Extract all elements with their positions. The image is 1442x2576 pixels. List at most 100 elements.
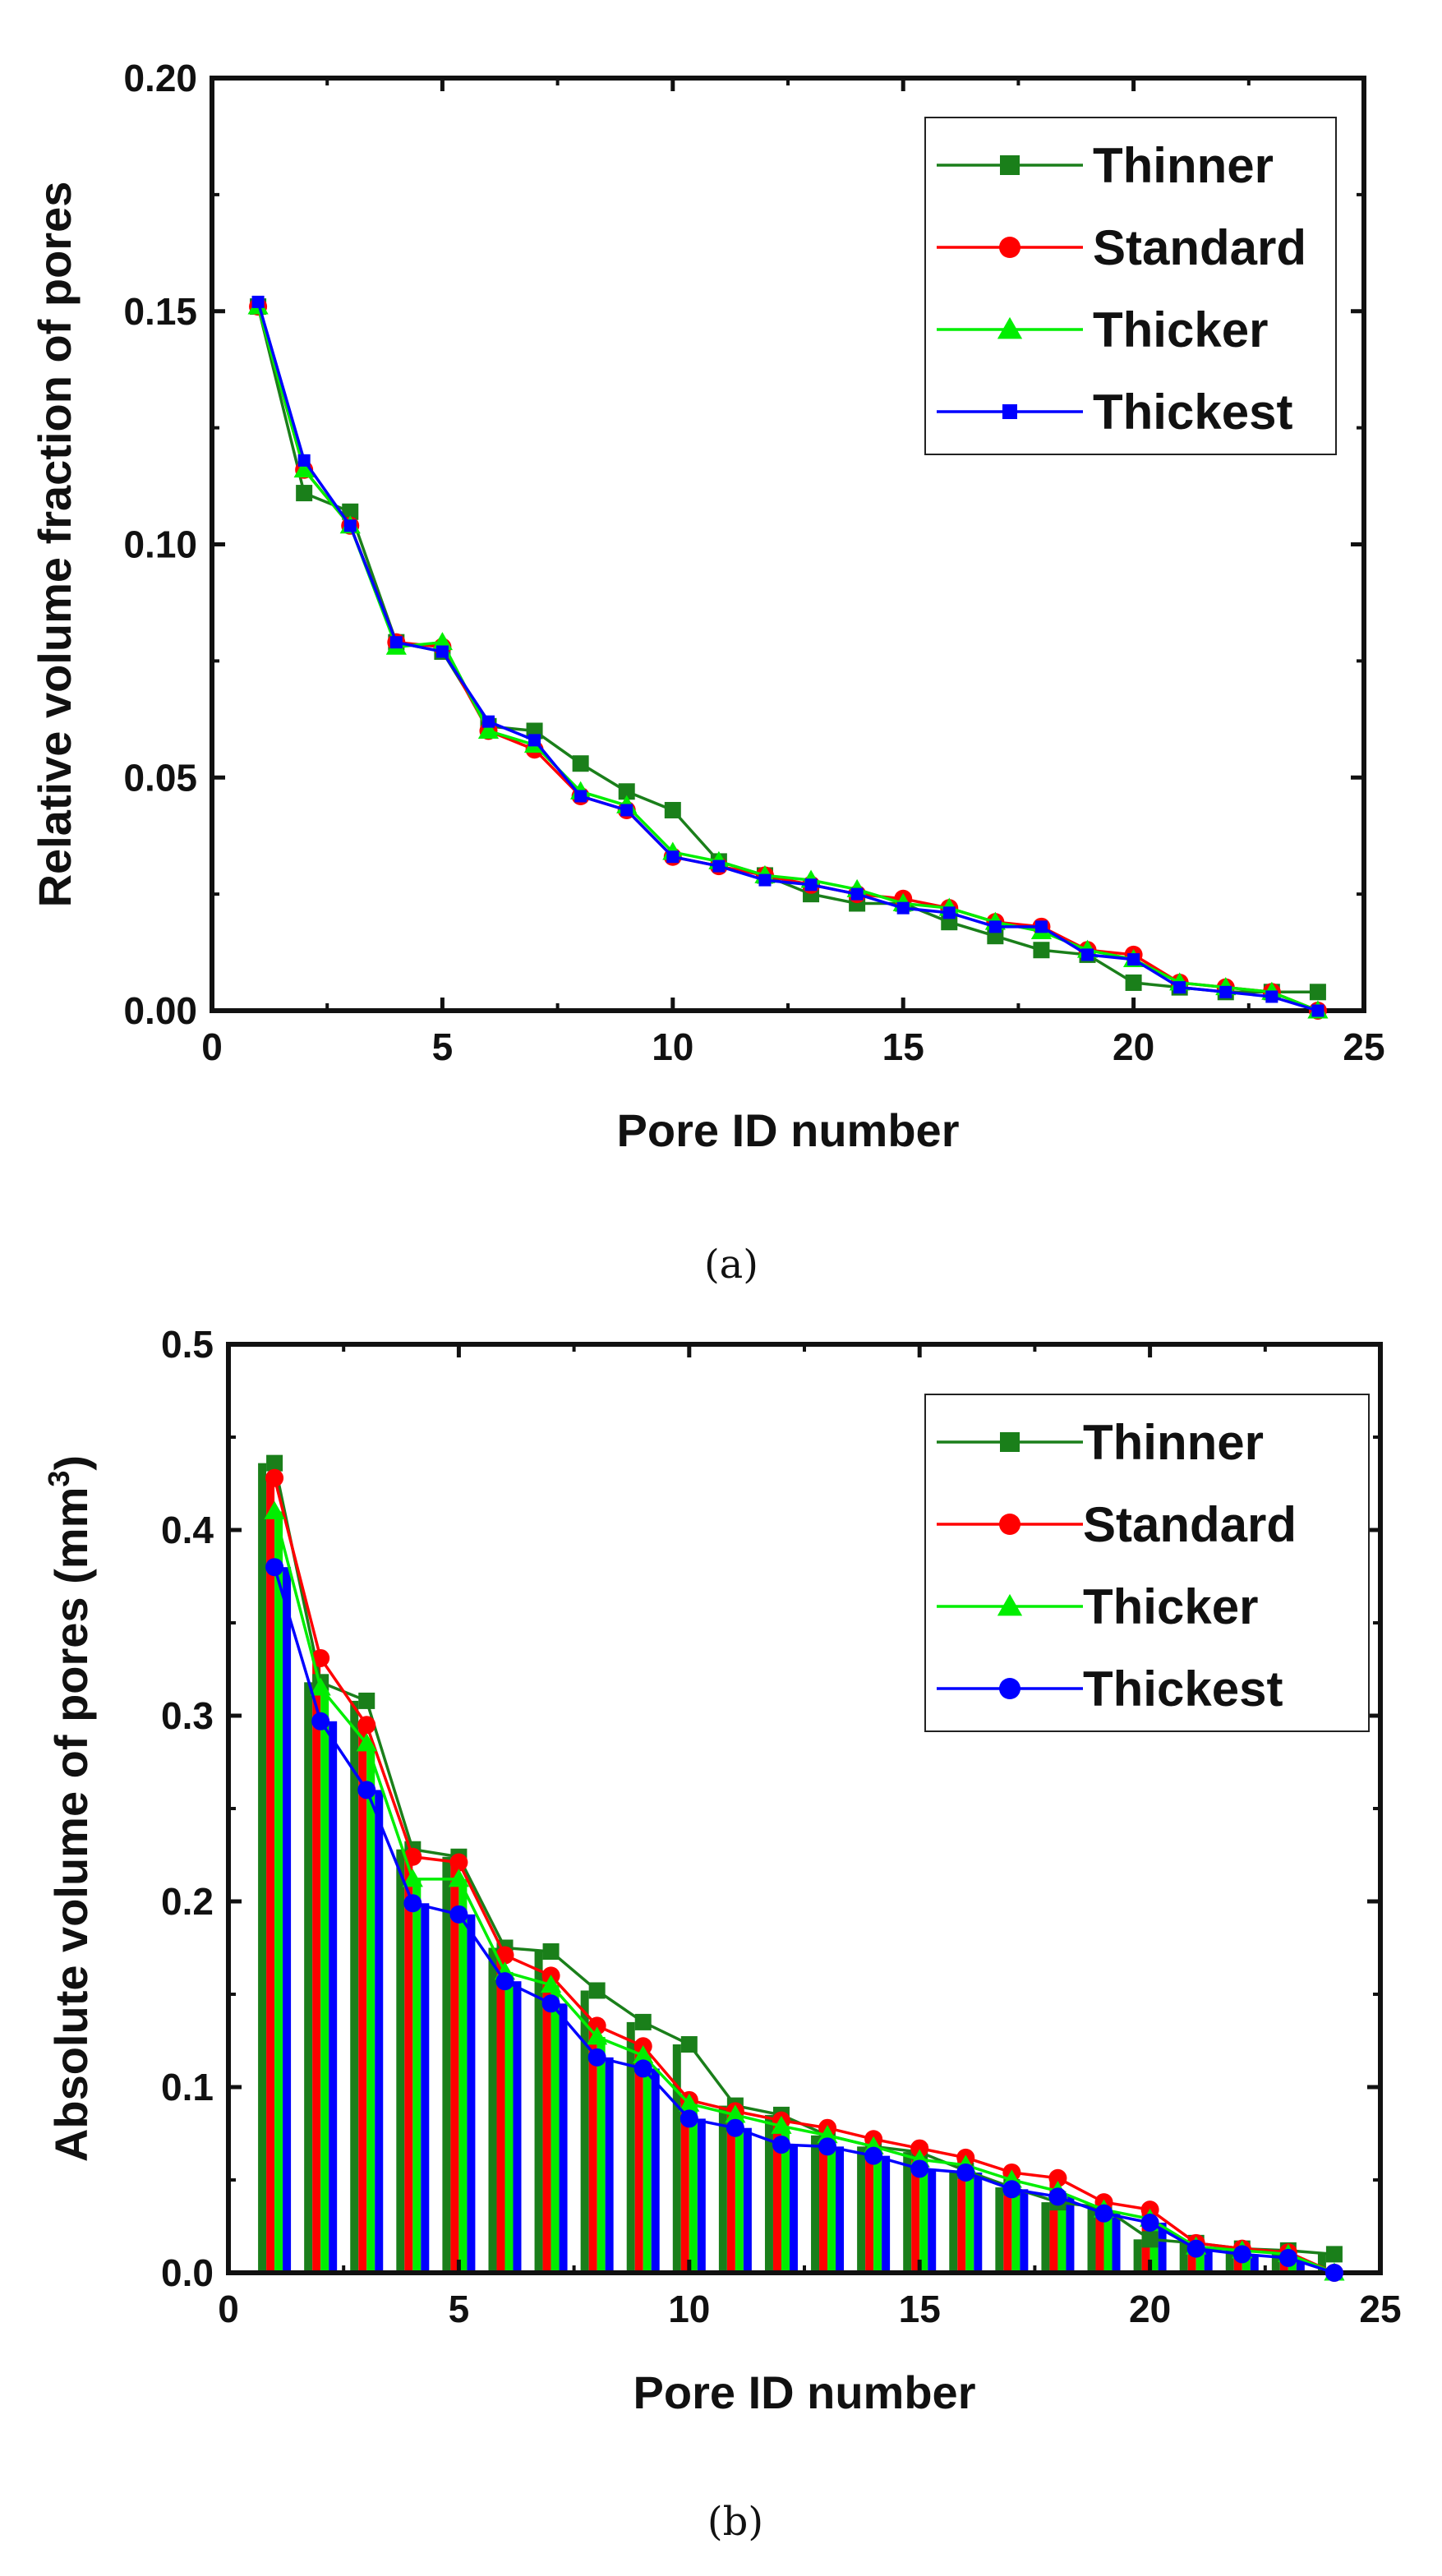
bar-thickest-2: [329, 1721, 338, 2273]
bar-thinner-24: [1317, 2254, 1326, 2273]
point-thinner-24: [1325, 2246, 1343, 2263]
point-thicker-5: [448, 1869, 469, 1887]
point-thickest-18: [1034, 920, 1048, 933]
bar-thinner-9: [626, 2021, 635, 2273]
point-thickest-12: [772, 2136, 790, 2154]
point-thickest-11: [712, 859, 726, 873]
bar-thicker-8: [597, 2036, 606, 2273]
point-thicker-13: [817, 2125, 838, 2144]
point-thickest-9: [620, 804, 633, 817]
point-thickest-24: [1311, 1004, 1325, 1017]
bar-thicker-3: [366, 1743, 375, 2273]
legend-label-thicker: Thicker: [1083, 1579, 1258, 1634]
bar-thickest-7: [559, 2003, 568, 2273]
bar-thicker-18: [1057, 2191, 1067, 2273]
point-thickest-23: [1265, 990, 1278, 1003]
bar-thinner-19: [1087, 2207, 1096, 2273]
bar-standard-17: [1003, 2172, 1012, 2273]
bar-thickest-17: [1020, 2189, 1029, 2273]
point-thinner-3: [358, 1692, 375, 1709]
legend-marker-standard: [999, 1514, 1020, 1535]
point-thickest-19: [1094, 2204, 1113, 2223]
point-thicker-2: [310, 1677, 331, 1696]
point-thicker-1: [264, 1500, 285, 1519]
point-thickest-13: [818, 2137, 837, 2156]
y-tick-label: 0.2: [161, 1880, 214, 1923]
bar-thicker-16: [965, 2164, 974, 2273]
point-thickest-22: [1232, 2245, 1251, 2264]
point-thickest-4: [403, 1894, 422, 1913]
bar-thickest-1: [283, 1567, 292, 2273]
point-thickest-1: [251, 295, 265, 308]
point-thickest-24: [1325, 2264, 1343, 2282]
bar-thickest-21: [1204, 2248, 1213, 2273]
bar-thicker-15: [919, 2159, 928, 2273]
bar-thinner-10: [672, 2044, 681, 2273]
point-thinner-10: [680, 2036, 698, 2053]
bar-thinner-11: [718, 2105, 727, 2273]
x-tick-label: 10: [652, 1025, 693, 1068]
caption-a: (a): [704, 1242, 758, 1288]
bar-thinner-18: [1041, 2202, 1050, 2273]
bar-thickest-5: [467, 1914, 476, 2273]
point-thinner-1: [266, 1454, 283, 1472]
point-thickest-4: [389, 636, 403, 649]
bar-thicker-13: [827, 2135, 836, 2273]
point-thickest-7: [541, 1994, 560, 2013]
legend-marker-thickest: [1002, 404, 1017, 419]
point-thicker-6: [477, 720, 500, 739]
point-thickest-23: [1278, 2248, 1297, 2267]
point-thickest-6: [495, 1972, 514, 1991]
legend-marker-thickest: [999, 1678, 1020, 1699]
x-tick-label: 20: [1129, 2288, 1171, 2330]
bar-standard-14: [865, 2139, 874, 2273]
legend-label-thinner: Thinner: [1083, 1415, 1264, 1470]
point-thicker-11: [725, 2104, 746, 2123]
legend-label-thicker: Thicker: [1093, 302, 1268, 357]
x-tick-label: 20: [1113, 1025, 1154, 1068]
bar-thicker-9: [643, 2055, 652, 2273]
bar-thickest-14: [882, 2155, 891, 2273]
point-thickest-9: [633, 2059, 652, 2078]
y-tick-label: 0.05: [123, 756, 197, 799]
point-thicker-7: [540, 1975, 562, 1993]
point-thickest-7: [528, 734, 541, 747]
bar-thicker-7: [551, 1984, 560, 2273]
point-thickest-5: [449, 1905, 468, 1924]
point-thicker-4: [402, 1869, 423, 1887]
point-thickest-10: [666, 850, 680, 864]
point-standard-5: [449, 1853, 468, 1872]
bar-thinner-2: [304, 1682, 313, 2273]
legend-marker-thinner: [1000, 1432, 1020, 1452]
y-axis-title: Relative volume fraction of pores: [29, 182, 81, 908]
point-thickest-10: [680, 2109, 698, 2128]
bar-thicker-2: [320, 1688, 329, 2273]
point-thickest-18: [1048, 2187, 1067, 2206]
bar-thickest-4: [421, 1903, 430, 2273]
point-thickest-2: [311, 1712, 330, 1730]
bar-thinner-22: [1225, 2248, 1234, 2273]
point-thickest-15: [910, 2159, 929, 2178]
y-tick-label: 0.3: [161, 1694, 214, 1737]
point-standard-1: [265, 1468, 284, 1487]
point-thinner-3: [342, 503, 359, 520]
x-tick-label: 25: [1343, 1025, 1384, 1068]
point-thinner-20: [1141, 2231, 1159, 2248]
point-thickest-14: [850, 887, 864, 901]
panel-a-relative-volume-chart: 0 5 10 15 20 25 0.00 0.05 0.10 0.15 0.20 Pore ID nu…: [29, 57, 1385, 1156]
series-line-thickest: [256, 301, 1319, 1012]
x-tick-label: 0: [201, 1025, 223, 1068]
x-tick-label: 15: [899, 2288, 941, 2330]
point-thinner-9: [634, 2013, 652, 2030]
x-axis-title: Pore ID number: [617, 1104, 960, 1156]
legend-label-thickest: Thickest: [1093, 385, 1292, 440]
legend-marker-thinner: [1000, 155, 1020, 175]
bar-standard-13: [819, 2127, 828, 2273]
point-thickest-3: [343, 519, 357, 532]
point-thicker-10: [679, 2093, 700, 2112]
y-tick-label: 0.00: [123, 989, 197, 1032]
y-tick-label: 0.15: [123, 290, 197, 333]
bar-thickest-20: [1158, 2222, 1167, 2273]
bar-thickest-3: [375, 1790, 384, 2273]
bar-standard-1: [266, 1477, 275, 2273]
